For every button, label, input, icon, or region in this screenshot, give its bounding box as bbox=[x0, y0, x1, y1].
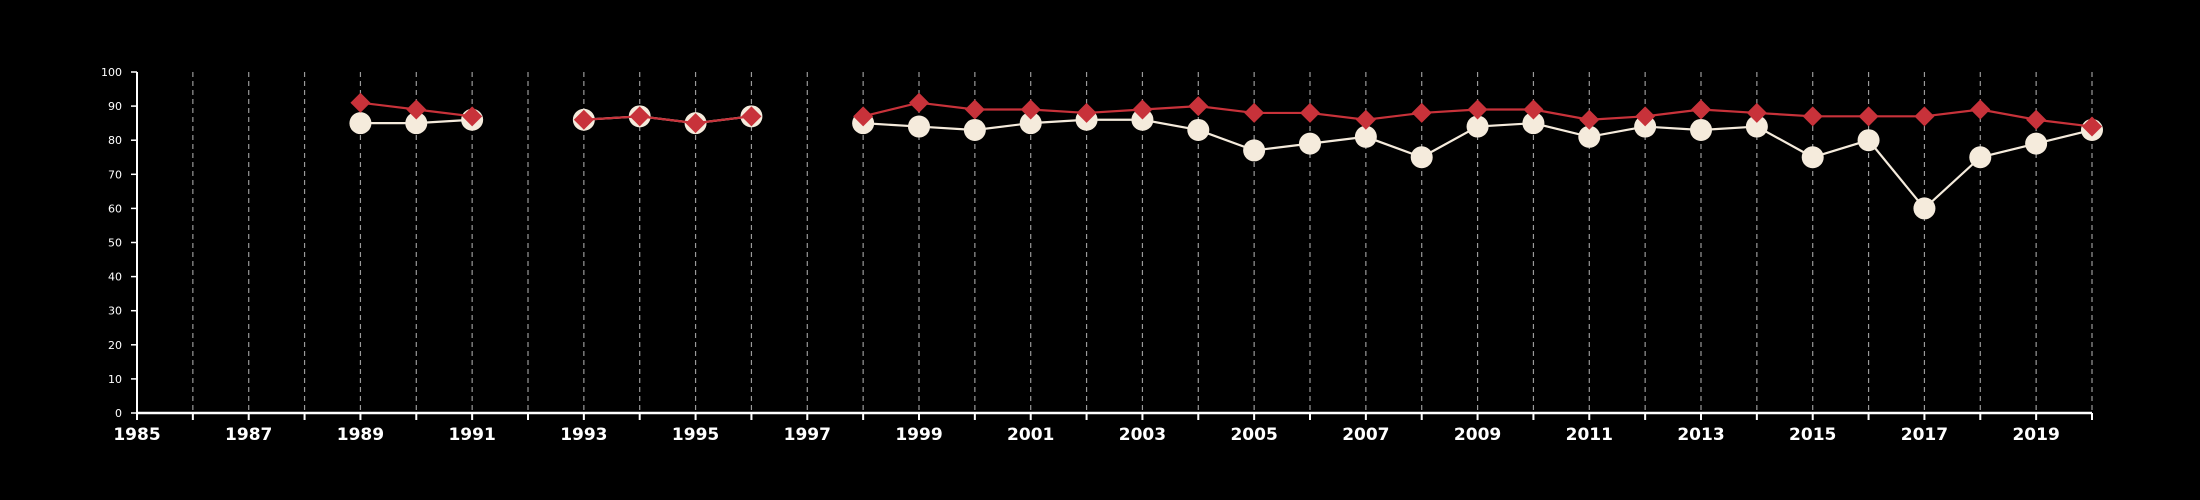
data-point bbox=[1745, 115, 1768, 138]
y-tick-label: 80 bbox=[108, 134, 122, 147]
data-point bbox=[908, 115, 930, 138]
data-point bbox=[1690, 118, 1712, 141]
series-1 bbox=[349, 105, 2103, 220]
data-point bbox=[1913, 197, 1936, 220]
series-layer bbox=[349, 92, 2103, 220]
data-point bbox=[350, 92, 371, 113]
y-tick-label: 100 bbox=[101, 66, 122, 79]
data-point bbox=[1020, 99, 1041, 120]
data-point bbox=[1019, 112, 1042, 135]
x-tick-label: 2017 bbox=[1901, 425, 1948, 445]
data-point bbox=[685, 113, 706, 134]
data-point bbox=[1244, 102, 1265, 123]
x-tick-label: 2019 bbox=[2012, 425, 2059, 445]
data-point bbox=[1746, 102, 1767, 123]
data-point bbox=[1076, 102, 1097, 123]
data-point bbox=[1132, 99, 1153, 120]
x-tick-label: 1991 bbox=[448, 425, 495, 445]
y-tick-label: 30 bbox=[108, 305, 122, 318]
data-point bbox=[1970, 99, 1991, 120]
data-point bbox=[1523, 99, 1544, 120]
data-point bbox=[1914, 106, 1935, 127]
x-tick-label: 2005 bbox=[1230, 425, 1277, 445]
x-tick-label: 1989 bbox=[337, 425, 384, 445]
data-point bbox=[2082, 116, 2102, 137]
data-point bbox=[1355, 109, 1376, 130]
data-point bbox=[1467, 99, 1488, 120]
data-point bbox=[349, 112, 372, 135]
y-tick-label: 0 bbox=[115, 407, 122, 420]
data-point bbox=[1801, 146, 1824, 169]
series-line bbox=[583, 115, 752, 125]
data-point bbox=[629, 106, 650, 127]
data-point bbox=[1857, 129, 1880, 152]
x-tick-label: 2003 bbox=[1119, 425, 1166, 445]
data-point bbox=[1354, 125, 1377, 148]
x-tick-label: 1985 bbox=[113, 425, 160, 445]
data-point bbox=[1579, 109, 1600, 130]
data-point bbox=[1188, 96, 1209, 117]
data-point bbox=[741, 106, 762, 127]
data-point bbox=[1635, 106, 1656, 127]
y-tick-label: 40 bbox=[108, 271, 122, 284]
y-tick-label: 20 bbox=[108, 339, 122, 352]
data-point bbox=[1411, 102, 1432, 123]
data-point bbox=[853, 106, 874, 127]
data-point bbox=[462, 106, 483, 127]
data-point bbox=[1969, 146, 1992, 169]
data-point bbox=[964, 99, 985, 120]
data-point bbox=[1466, 115, 1489, 138]
y-tick-label: 50 bbox=[108, 237, 122, 250]
data-point bbox=[405, 112, 428, 135]
data-point bbox=[1131, 108, 1154, 131]
y-tick-label: 10 bbox=[108, 373, 122, 386]
data-point bbox=[1299, 132, 1321, 155]
x-tick-label: 2009 bbox=[1454, 425, 1501, 445]
data-point bbox=[1243, 139, 1266, 162]
data-point bbox=[2025, 132, 2048, 155]
data-point bbox=[963, 118, 986, 141]
x-tick-label: 2001 bbox=[1007, 425, 1054, 445]
y-tick-label: 70 bbox=[108, 168, 122, 181]
y-tick-label: 60 bbox=[108, 202, 122, 215]
data-point bbox=[1691, 99, 1711, 120]
x-tick-label: 1993 bbox=[560, 425, 607, 445]
data-point bbox=[573, 109, 594, 130]
data-point bbox=[909, 92, 929, 113]
x-tick-label: 2011 bbox=[1566, 425, 1613, 445]
data-point bbox=[406, 99, 427, 120]
data-point bbox=[1410, 146, 1433, 169]
data-point bbox=[1634, 115, 1657, 138]
x-tick-label: 1987 bbox=[225, 425, 272, 445]
x-tick-label: 2015 bbox=[1789, 425, 1836, 445]
x-tick-label: 1997 bbox=[784, 425, 831, 445]
data-point bbox=[1802, 106, 1823, 127]
chart-axes: 1985 1987 1989 1991 1993 1995 1997 1999 2001 2003… bbox=[101, 66, 2093, 445]
data-point bbox=[2026, 109, 2047, 130]
data-point bbox=[1300, 102, 1320, 123]
x-tick-label: 1995 bbox=[672, 425, 719, 445]
series-2 bbox=[350, 92, 2102, 137]
data-point bbox=[1187, 118, 1210, 141]
data-point bbox=[1858, 106, 1879, 127]
x-tick-label: 2007 bbox=[1342, 425, 1389, 445]
y-tick-label: 90 bbox=[108, 100, 122, 113]
x-tick-label: 2013 bbox=[1677, 425, 1724, 445]
data-point bbox=[1522, 112, 1545, 135]
data-point bbox=[1578, 125, 1601, 148]
x-tick-label: 1999 bbox=[895, 425, 942, 445]
